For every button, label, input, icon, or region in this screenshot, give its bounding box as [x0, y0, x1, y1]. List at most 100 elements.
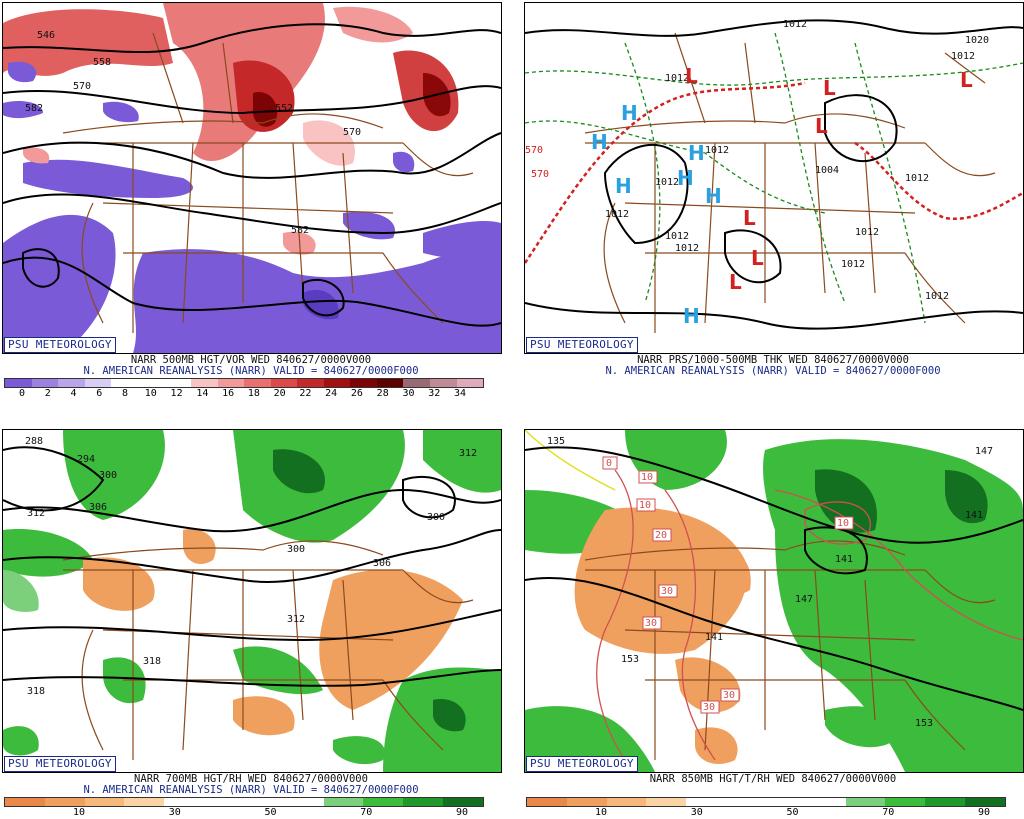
contour-labels-500mb: 546 558 570 582 552 570 582	[25, 30, 361, 236]
colorbar-tick-label: 50	[264, 807, 277, 818]
colorbar-swatch	[527, 798, 567, 806]
colorbar-tick-label: 20	[273, 388, 286, 399]
panel-850mb-temp-rh: 135 141 147 141 153 153 141 147 0 10 10 …	[522, 419, 1024, 819]
colorbar-swatch	[243, 798, 284, 806]
low-marker: L	[815, 114, 828, 138]
isobar-label: 1012	[605, 209, 629, 220]
temperature-contours	[596, 469, 1023, 761]
high-marker: H	[677, 166, 694, 190]
panel-title: NARR 850MB HGT/T/RH WED 840627/0000V000	[649, 773, 897, 785]
colorbar-ticks: 10 30 50 70 90	[4, 807, 482, 819]
colorbar-swatch	[430, 379, 457, 387]
contour-label: 312	[459, 448, 477, 459]
temp-label: 30	[703, 702, 715, 713]
rh-shading	[3, 430, 501, 772]
isobar-label: 1012	[665, 231, 689, 242]
colorbar-swatch	[84, 379, 112, 387]
contour-label: 312	[287, 614, 305, 625]
temp-label: 10	[639, 500, 651, 511]
temp-label: 0	[606, 458, 612, 469]
colorbar-swatch	[44, 798, 85, 806]
isobar-label: 1012	[655, 177, 679, 188]
colorbar-swatch	[217, 379, 245, 387]
temp-label: 20	[655, 530, 667, 541]
colorbar-swatch	[244, 379, 271, 387]
contour-label: 300	[427, 512, 445, 523]
contour-label: 306	[89, 502, 107, 513]
contour-label: 153	[621, 654, 639, 665]
colorbar-tick-label: 50	[786, 807, 799, 818]
colorbar-swatch	[190, 379, 218, 387]
map-500mb-vorticity: 546 558 570 582 552 570 582	[2, 2, 502, 354]
colorbar-swatch	[323, 379, 351, 387]
high-marker: H	[621, 101, 638, 125]
temp-label: 10	[837, 518, 849, 529]
colorbar-tick-label: 26	[350, 388, 363, 399]
colorbar	[4, 378, 484, 388]
colorbar-tick-label: 30	[402, 388, 415, 399]
panel-500mb-vorticity: 546 558 570 582 552 570 582 PSU METEOROL…	[0, 0, 502, 400]
colorbar-tick-label: 90	[455, 807, 469, 818]
thickness-label: 570	[525, 145, 543, 156]
height-contours	[3, 446, 501, 687]
colorbar-swatch	[363, 798, 404, 806]
colorbar-tick-label: 34	[453, 388, 467, 399]
contour-labels-700mb: 288 294 300 306 312 300 306 312 300 312 …	[25, 436, 477, 697]
contour-label: 300	[287, 544, 305, 555]
isobar-label: 1004	[815, 165, 839, 176]
map-pressure-thickness: 1012 1012 1020 1012 1012 1012 1004 1012 …	[524, 2, 1024, 354]
contour-label: 570	[343, 127, 361, 138]
contour-label: 141	[835, 554, 853, 565]
colorbar-swatch	[965, 798, 1005, 806]
contour-label: 294	[77, 454, 95, 465]
contour-label: 312	[27, 508, 45, 519]
isobar-label: 1012	[951, 51, 975, 62]
temp-label: 30	[661, 586, 673, 597]
contour-label: 318	[143, 656, 161, 667]
contour-label: 135	[547, 436, 565, 447]
temperature-labels: 0 10 10 20 30 30 30 30 10	[602, 456, 854, 714]
colorbar-tick-label: 0	[18, 388, 26, 399]
colorbar-swatch	[164, 379, 191, 387]
colorbar-tick-label: 8	[122, 388, 129, 399]
colorbar-swatch	[686, 798, 727, 806]
political-boundaries	[584, 32, 996, 333]
contour-label: 546	[37, 30, 55, 41]
colorbar-tick-label: 28	[376, 388, 389, 399]
panel-title: NARR 500MB HGT/VOR WED 840627/0000V000	[130, 354, 372, 366]
map-850mb-temp-rh: 135 141 147 141 153 153 141 147 0 10 10 …	[524, 429, 1024, 773]
colorbar-swatch	[283, 798, 324, 806]
low-pressure-markers: L L L L L L L	[685, 64, 973, 294]
contour-label: 153	[915, 718, 933, 729]
panel-sea-level-pressure-thickness: 1012 1012 1020 1012 1012 1012 1004 1012 …	[522, 0, 1024, 400]
colorbar-tick-label: 10	[144, 388, 157, 399]
low-marker: L	[960, 68, 973, 92]
isobars	[525, 19, 1023, 330]
contour-label: 147	[975, 446, 993, 457]
colorbar-swatch	[164, 798, 205, 806]
colorbar-tick-label: 10	[594, 807, 608, 818]
thickness-570-contour	[525, 81, 1023, 264]
contour-label: 288	[25, 436, 43, 447]
colorbar-swatch	[84, 798, 125, 806]
isobar-label: 1012	[855, 227, 879, 238]
colorbar-tick-label: 2	[44, 388, 51, 399]
high-pressure-markers: H H H H H H H	[591, 101, 722, 328]
contour-label: 147	[795, 594, 813, 605]
contour-label: 141	[705, 632, 723, 643]
isobar-label: 1020	[965, 35, 989, 46]
colorbar-tick-label: 10	[72, 807, 86, 818]
colorbar-tick-label: 24	[325, 388, 338, 399]
colorbar-tick-label: 70	[360, 807, 373, 818]
panel-title: NARR PRS/1000-500MB THK WED 840627/0000V…	[637, 354, 909, 366]
panel-subtitle: N. AMERICAN REANALYSIS (NARR) VALID = 84…	[83, 784, 419, 796]
low-marker: L	[685, 64, 698, 88]
colorbar-tick-label: 16	[222, 388, 235, 399]
contour-label: 552	[275, 103, 293, 114]
colorbar-swatch	[137, 379, 165, 387]
colorbar-ticks: 10 30 50 70 90	[526, 807, 1004, 819]
colorbar-swatch	[111, 379, 138, 387]
psu-meteorology-badge: PSU METEOROLOGY	[4, 337, 116, 353]
colorbar	[4, 797, 484, 807]
colorbar-swatch	[5, 798, 45, 806]
